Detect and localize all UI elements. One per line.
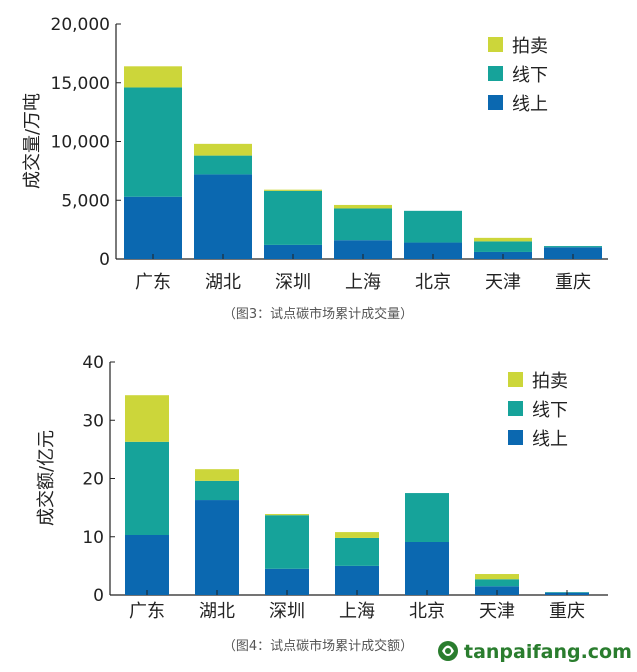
bar-offline bbox=[195, 480, 239, 501]
caption-volume: （图3：试点碳市场累计成交量） bbox=[223, 306, 413, 322]
bar-offline bbox=[125, 441, 169, 536]
x-tick-label: 上海 bbox=[339, 601, 375, 622]
caption-turnover: （图4：试点碳市场累计成交额） bbox=[223, 638, 413, 654]
x-tick-label: 深圳 bbox=[269, 601, 305, 622]
bar-auction bbox=[125, 395, 169, 442]
bar-auction bbox=[335, 532, 379, 538]
bar-online bbox=[195, 500, 239, 595]
watermark: tanpaifang.com bbox=[438, 641, 632, 663]
legend-swatch-offline bbox=[488, 66, 503, 81]
bar-online bbox=[125, 535, 169, 595]
y-tick-label: 20 bbox=[82, 470, 104, 490]
bar-offline bbox=[194, 155, 252, 175]
bar-online bbox=[264, 244, 322, 259]
bar-offline bbox=[264, 190, 322, 245]
bar-auction bbox=[195, 469, 239, 481]
bar-auction bbox=[265, 514, 309, 516]
y-tick-label: 10,000 bbox=[51, 133, 110, 153]
legend-label-offline: 线下 bbox=[532, 400, 568, 421]
legend-swatch-online bbox=[488, 95, 503, 110]
bar-offline bbox=[544, 246, 602, 248]
bar-online bbox=[124, 196, 182, 259]
bar-auction bbox=[194, 143, 252, 156]
y-tick-label: 20,000 bbox=[51, 15, 110, 35]
watermark-text: tanpaifang.com bbox=[464, 641, 632, 663]
x-tick-label: 湖北 bbox=[199, 601, 235, 622]
bar-offline bbox=[124, 87, 182, 197]
legend-swatch-auction bbox=[508, 372, 523, 387]
bar-offline bbox=[335, 537, 379, 566]
y-tick-label: 30 bbox=[82, 411, 104, 431]
legend-label-online: 线上 bbox=[532, 429, 568, 450]
legend-swatch-online bbox=[508, 430, 523, 445]
legend-label-offline: 线下 bbox=[512, 65, 548, 86]
x-tick-label: 上海 bbox=[345, 272, 381, 293]
tanpaifang-logo-icon bbox=[438, 641, 458, 661]
bar-auction bbox=[334, 204, 392, 209]
bar-online bbox=[544, 247, 602, 259]
bar-online bbox=[334, 240, 392, 259]
legend-label-auction: 拍卖 bbox=[532, 371, 568, 392]
x-tick-label: 广东 bbox=[129, 601, 165, 622]
bar-auction bbox=[475, 574, 519, 580]
y-tick-label: 0 bbox=[93, 586, 104, 606]
x-tick-label: 天津 bbox=[485, 272, 521, 293]
x-tick-label: 湖北 bbox=[205, 272, 241, 293]
bar-auction bbox=[474, 237, 532, 242]
y-tick-label: 10 bbox=[82, 528, 104, 548]
bar-offline bbox=[265, 515, 309, 569]
bar-offline bbox=[474, 241, 532, 252]
legend-swatch-auction bbox=[488, 37, 503, 52]
y-axis-label: 成交量/万吨 bbox=[22, 93, 43, 189]
bar-online bbox=[194, 174, 252, 259]
x-tick-label: 广东 bbox=[135, 272, 171, 293]
x-tick-label: 重庆 bbox=[555, 272, 591, 293]
x-tick-label: 天津 bbox=[479, 601, 515, 622]
bar-offline bbox=[405, 493, 449, 542]
x-tick-label: 北京 bbox=[415, 272, 451, 293]
bar-online bbox=[405, 541, 449, 595]
y-tick-label: 5,000 bbox=[61, 191, 110, 211]
x-tick-label: 重庆 bbox=[549, 601, 585, 622]
bar-auction bbox=[124, 66, 182, 88]
legend-label-auction: 拍卖 bbox=[512, 36, 548, 57]
bar-online bbox=[404, 242, 462, 259]
y-tick-label: 15,000 bbox=[51, 74, 110, 94]
y-axis-label: 成交额/亿元 bbox=[36, 430, 57, 526]
bar-offline bbox=[404, 210, 462, 243]
legend-label-online: 线上 bbox=[512, 94, 548, 115]
y-tick-label: 40 bbox=[82, 353, 104, 373]
x-tick-label: 北京 bbox=[409, 601, 445, 622]
bar-offline bbox=[334, 208, 392, 241]
legend-swatch-offline bbox=[508, 401, 523, 416]
x-tick-label: 深圳 bbox=[275, 272, 311, 293]
bar-auction bbox=[264, 189, 322, 191]
y-tick-label: 0 bbox=[99, 250, 110, 270]
bar-offline bbox=[475, 579, 519, 587]
